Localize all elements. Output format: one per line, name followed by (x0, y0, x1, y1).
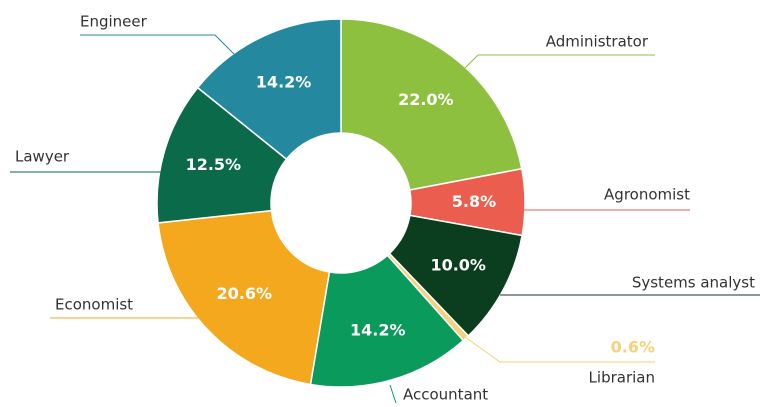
donut-slice (157, 209, 331, 386)
category-label: Administrator (546, 33, 649, 51)
value-label: 14.2% (256, 73, 312, 92)
donut-slice (156, 86, 288, 224)
leader-line (80, 34, 237, 57)
category-label: Agronomist (604, 186, 690, 204)
category-label: Economist (55, 296, 133, 314)
category-label: Accountant (403, 386, 488, 404)
value-label: 0.6% (611, 338, 655, 357)
value-label: 14.2% (350, 320, 406, 339)
value-label: 22.0% (398, 90, 454, 109)
value-label: 10.0% (430, 255, 486, 274)
value-label: 12.5% (186, 155, 242, 174)
leader-line (454, 54, 655, 79)
category-label: Systems analyst (632, 274, 755, 292)
value-label: 5.8% (452, 192, 496, 211)
leader-line (457, 331, 655, 363)
category-label: Lawyer (15, 148, 70, 166)
value-label: 20.6% (217, 284, 273, 303)
category-label: Engineer (80, 13, 148, 31)
leader-line (389, 384, 397, 404)
donut-slice (340, 18, 523, 191)
category-label: Librarian (589, 369, 655, 387)
donut-slice (309, 254, 465, 388)
